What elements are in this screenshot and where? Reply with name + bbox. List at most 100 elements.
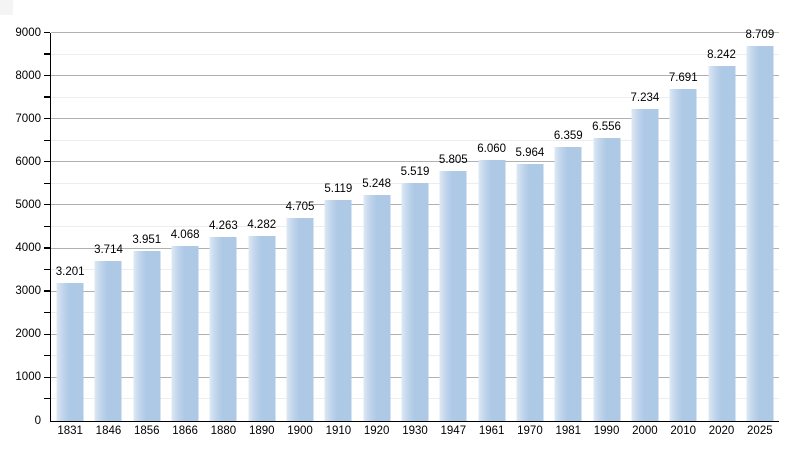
y-axis-label: 6000 [15, 155, 41, 168]
x-axis-label: 1866 [172, 425, 198, 437]
bar-value-label: 5.119 [324, 183, 353, 196]
y-axis-tick [44, 139, 50, 141]
y-axis-label: 9000 [15, 26, 41, 39]
bar [631, 109, 659, 421]
y-axis-label: 7000 [15, 112, 41, 125]
bar [401, 183, 429, 421]
x-axis-label: 1981 [555, 425, 582, 437]
bar-value-label: 4.705 [285, 201, 315, 214]
y-axis-tick [44, 268, 50, 271]
bar-value-label: 7.691 [668, 72, 698, 85]
x-axis-label: 1910 [325, 425, 352, 437]
y-axis-tick [44, 31, 50, 33]
bar-value-label: 4.263 [209, 220, 238, 233]
y-axis-tick [44, 74, 50, 77]
y-axis-label: 4000 [15, 242, 41, 255]
bar-value-label: 4.068 [170, 228, 200, 241]
x-axis-label: 1990 [593, 425, 620, 437]
bar [248, 236, 276, 421]
corner-artifact [0, 0, 13, 15]
y-axis-label: 3000 [15, 285, 41, 298]
y-axis-tick [44, 204, 50, 206]
bar [94, 260, 122, 421]
bar [133, 250, 161, 421]
bar-slot: 8.242 2020 [702, 33, 740, 437]
bar [324, 200, 352, 421]
x-axis-label: 1846 [95, 425, 122, 437]
bar-slot: 3.951 1856 [128, 33, 166, 437]
bar-slot: 6.359 1981 [549, 33, 587, 437]
bar [171, 245, 199, 421]
bar-value-label: 8.709 [745, 28, 775, 41]
gridline-major [51, 161, 779, 163]
gridline-major [51, 32, 779, 33]
bar-slot: 8.709 2025 [741, 29, 779, 437]
gridline-minor [51, 96, 779, 98]
bar-slot: 6.556 1990 [587, 33, 625, 437]
y-axis-tick [44, 225, 50, 227]
gridline-minor [51, 139, 779, 141]
gridline-minor [51, 53, 779, 55]
bar [363, 194, 391, 421]
x-axis-label: 1970 [517, 425, 543, 437]
bar-slot: 5.248 1920 [358, 33, 396, 437]
bar [708, 65, 736, 421]
bar-slot: 7.234 2000 [626, 33, 664, 437]
x-axis-label: 2020 [708, 425, 735, 437]
x-axis-label: 1856 [133, 425, 160, 437]
bar [478, 159, 506, 421]
bar-value-label: 4.282 [247, 219, 277, 232]
x-axis-label: 1831 [57, 425, 83, 437]
y-axis-tick [44, 333, 50, 335]
y-axis-tick [44, 312, 50, 314]
bar-value-label: 6.556 [592, 121, 621, 134]
bar [56, 283, 84, 421]
y-axis-tick [44, 182, 50, 184]
bar-slot: 4.282 1890 [243, 33, 281, 437]
y-axis-tick [44, 96, 50, 98]
bar-value-label: 5.248 [362, 177, 392, 190]
y-axis-label: 2000 [15, 328, 41, 341]
x-axis-label: 2010 [670, 425, 696, 437]
x-axis-label: 2000 [632, 425, 658, 437]
bar-value-label: 6.060 [477, 142, 507, 155]
bar-slot: 5.805 1947 [434, 33, 472, 437]
bar-slot: 4.263 1880 [204, 33, 242, 437]
bar-slot: 7.691 2010 [664, 33, 702, 437]
bar [593, 138, 621, 421]
y-axis-tick [44, 53, 50, 55]
y-axis-tick [44, 247, 50, 249]
bar-value-label: 3.714 [94, 243, 123, 256]
y-axis-label: 1000 [15, 371, 41, 384]
y-axis-tick [44, 376, 50, 378]
bar-slot: 3.201 1831 [51, 33, 89, 437]
bar-slot: 5.119 1910 [319, 33, 357, 437]
y-axis-tick [44, 161, 50, 163]
x-axis-label: 1880 [210, 425, 237, 437]
bar-slot: 4.705 1900 [281, 33, 319, 437]
y-axis-tick [44, 398, 50, 400]
bar-value-label: 3.201 [55, 266, 85, 279]
bar [516, 163, 544, 421]
bar [209, 237, 237, 421]
x-axis-label: 1900 [287, 425, 313, 437]
bar-value-label: 5.964 [515, 146, 545, 159]
bar [286, 218, 314, 421]
bar [746, 45, 774, 421]
bar-slot: 4.068 1866 [166, 33, 204, 437]
bar-slot: 3.714 1846 [89, 33, 127, 437]
bar [554, 146, 582, 421]
bar-slot: 5.519 1930 [396, 33, 434, 437]
bar-slot: 5.964 1970 [511, 33, 549, 437]
bar-value-label: 5.519 [400, 166, 430, 179]
gridline-major [51, 118, 779, 120]
y-axis-tick [44, 118, 50, 120]
y-axis-label: 0 [34, 414, 41, 427]
plot-area: 0 1000 2000 3000 4000 5000 6000 7000 8000 9000 3.2… [15, 27, 779, 437]
bar-value-label: 5.805 [438, 153, 468, 166]
bar-value-label: 6.359 [553, 129, 583, 142]
y-axis-tick [44, 290, 50, 292]
bar [669, 89, 697, 421]
bar-value-label: 7.234 [630, 92, 660, 105]
